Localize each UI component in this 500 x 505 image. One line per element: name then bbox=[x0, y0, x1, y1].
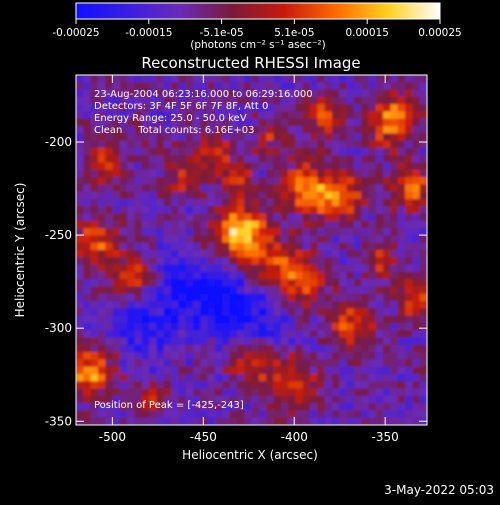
x-axis-label: Heliocentric X (arcsec) bbox=[182, 448, 318, 462]
footer-timestamp: 3-May-2022 05:03 bbox=[384, 483, 494, 497]
x-tick-label: -400 bbox=[281, 430, 308, 444]
annotation-energy: Energy Range: 25.0 - 50.0 keV bbox=[94, 113, 247, 124]
x-tick-label: -450 bbox=[190, 430, 217, 444]
colorbar-tick-label: -5.1e-05 bbox=[200, 27, 244, 39]
colorbar-unit-label: (photons cm⁻² s⁻¹ asec⁻²) bbox=[190, 39, 325, 51]
plot-frame bbox=[75, 74, 428, 426]
colorbar-tick-label: -0.00015 bbox=[125, 27, 172, 39]
chart-title: Reconstructed RHESSI Image bbox=[141, 54, 360, 72]
annotation-time: 23-Aug-2004 06:23:16.000 to 06:29:16.000 bbox=[94, 89, 313, 100]
y-tick-label: -200 bbox=[45, 135, 72, 149]
y-tick-label: -250 bbox=[45, 228, 72, 242]
y-axis-label: Heliocentric Y (arcsec) bbox=[13, 183, 27, 318]
colorbar bbox=[75, 2, 441, 20]
colorbar-tick-label: 5.1e-05 bbox=[274, 27, 314, 39]
annotation-detectors: Detectors: 3F 4F 5F 6F 7F 8F, Att 0 bbox=[94, 101, 268, 112]
y-tick-label: -350 bbox=[45, 414, 72, 428]
x-tick-label: -350 bbox=[372, 430, 399, 444]
heatmap-image bbox=[76, 75, 427, 425]
x-tick-label: -500 bbox=[99, 430, 126, 444]
annotation-block: 23-Aug-2004 06:23:16.000 to 06:29:16.000… bbox=[94, 89, 313, 136]
peak-position-label: Position of Peak = [-425,-243] bbox=[94, 400, 244, 411]
colorbar-tick-label: -0.00025 bbox=[52, 27, 99, 39]
colorbar-ticks: -0.00025 -0.00015 -5.1e-05 5.1e-05 0.00015 0.… bbox=[52, 19, 462, 39]
colorbar-tick-label: 0.00025 bbox=[418, 27, 461, 39]
annotation-counts: Clean Total counts: 6.16E+03 bbox=[94, 125, 254, 136]
y-tick-label: -300 bbox=[45, 321, 72, 335]
axis-ticks: -500 -450 -400 -350 -200 -250 -300 -350 bbox=[45, 75, 427, 444]
colorbar-tick-label: 0.00015 bbox=[345, 27, 388, 39]
